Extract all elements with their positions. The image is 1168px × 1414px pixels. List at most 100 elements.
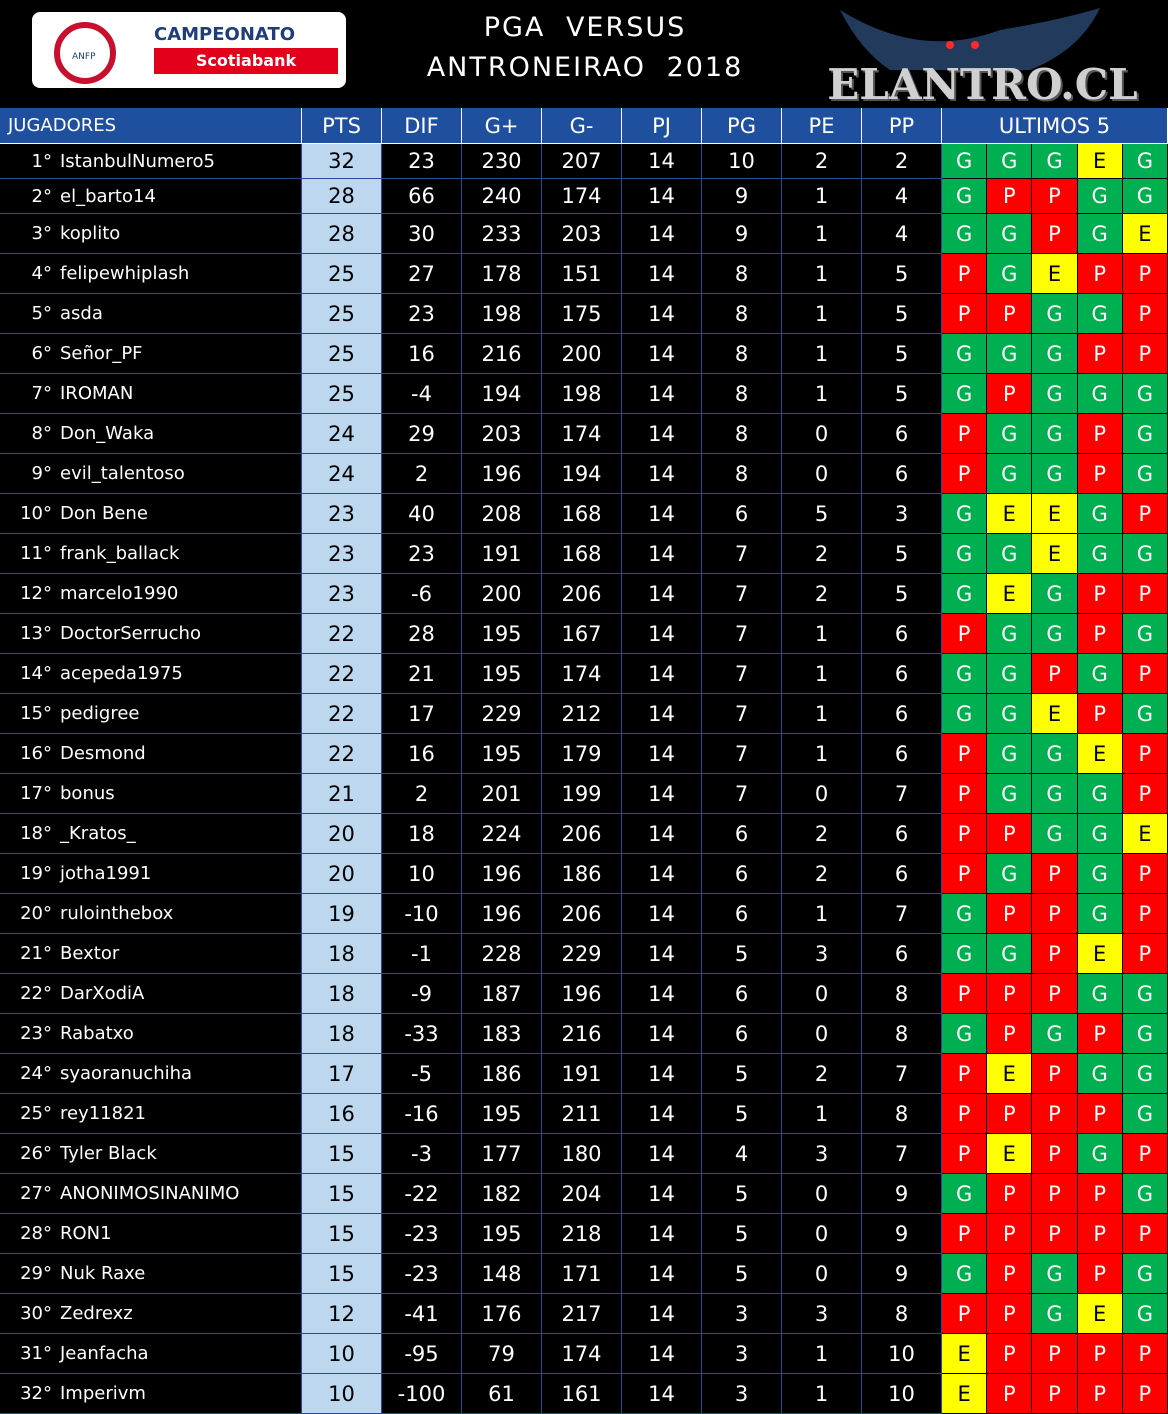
stat: 5 [862,374,942,414]
stat: 211 [542,1094,622,1134]
stat: 6 [862,614,942,654]
stat: 1 [782,1094,862,1134]
stat: 5 [862,574,942,614]
player-cell: 22° DarXodiA [0,974,302,1014]
stat: 14 [622,1014,702,1054]
result: P [987,1294,1033,1334]
rank: 20° [20,903,52,924]
stat: 14 [622,144,702,179]
result: G [942,894,988,934]
rank: 30° [20,1303,52,1324]
result: E [1122,214,1168,254]
rank: 16° [20,743,52,764]
stat: 14 [622,934,702,974]
result: G [987,414,1033,454]
result: G [1032,144,1078,179]
result: P [1122,494,1168,534]
stat: 14 [622,734,702,774]
stat: 7 [862,1134,942,1174]
stat: 187 [462,974,542,1014]
result: G [1077,494,1123,534]
stat: 14 [622,574,702,614]
result: G [987,774,1033,814]
points: 16 [302,1094,382,1134]
logo: ANFP CAMPEONATO Scotiabank [32,12,346,88]
player-cell: 3° koplito [0,214,302,254]
stat: 6 [702,894,782,934]
player-name: Bextor [60,943,120,964]
stat: 199 [542,774,622,814]
stat: 10 [702,144,782,179]
stat: 196 [542,974,622,1014]
stat: 14 [622,694,702,734]
result: E [987,494,1033,534]
result: P [1122,334,1168,374]
stat: 4 [702,1134,782,1174]
stat: -41 [382,1294,462,1334]
stat: 186 [542,854,622,894]
stat: 79 [462,1334,542,1374]
stat: 229 [462,694,542,734]
stat: 206 [542,574,622,614]
stat: 3 [702,1334,782,1374]
stat: 198 [542,374,622,414]
result: P [1077,1014,1123,1054]
rank: 12° [20,583,52,604]
points: 18 [302,934,382,974]
points: 28 [302,179,382,214]
result: G [987,854,1033,894]
stat: 6 [862,414,942,454]
stat: 201 [462,774,542,814]
stat: 5 [702,1054,782,1094]
rank: 10° [20,503,52,524]
stat: 217 [542,1294,622,1334]
player-cell: 7° IROMAN [0,374,302,414]
stat: 218 [542,1214,622,1254]
player-cell: 16° Desmond [0,734,302,774]
points: 18 [302,974,382,1014]
stat: 6 [862,934,942,974]
rank: 19° [20,863,52,884]
player-name: Don_Waka [60,423,155,444]
stat: 10 [382,854,462,894]
stat: 8 [862,1014,942,1054]
rank: 13° [20,623,52,644]
stat: 176 [462,1294,542,1334]
stat: 3 [782,1134,862,1174]
stat: 1 [782,1334,862,1374]
column-header: PP [862,108,942,144]
column-header: PJ [622,108,702,144]
points: 24 [302,414,382,454]
result: E [1077,144,1123,179]
stat: 1 [782,614,862,654]
stat: 6 [862,814,942,854]
stat: 8 [862,974,942,1014]
stat: -5 [382,1054,462,1094]
result: P [942,1214,988,1254]
result: P [942,814,988,854]
stat: 191 [542,1054,622,1094]
player-cell: 5° asda [0,294,302,334]
stat: -16 [382,1094,462,1134]
stat: 167 [542,614,622,654]
result: E [1032,534,1078,574]
stat: 9 [702,214,782,254]
result: P [1122,774,1168,814]
player-name: _Kratos_ [60,823,136,844]
stat: 5 [862,254,942,294]
rank: 26° [20,1143,52,1164]
result: G [942,494,988,534]
result: P [987,814,1033,854]
stat: 196 [462,894,542,934]
points: 25 [302,254,382,294]
stat: 6 [862,654,942,694]
result: G [987,694,1033,734]
result: P [942,854,988,894]
stat: 7 [702,614,782,654]
result: G [942,374,988,414]
result: G [1077,814,1123,854]
stat: 18 [382,814,462,854]
stat: 7 [702,774,782,814]
result: P [1122,1374,1168,1414]
stat: 6 [862,854,942,894]
